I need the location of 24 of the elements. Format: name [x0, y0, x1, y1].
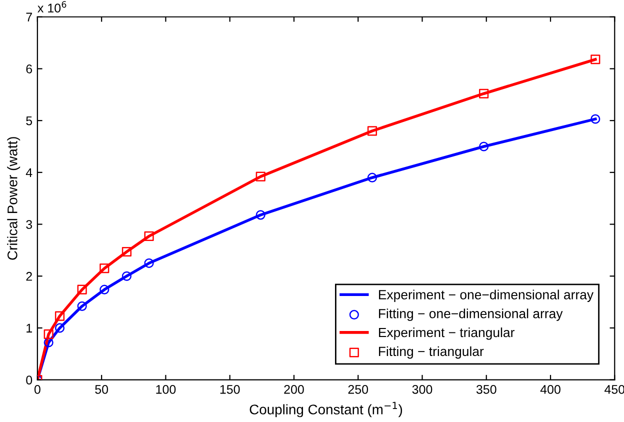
x-tick-label: 400 — [540, 384, 560, 394]
x-axis-title: Coupling Constant (m$^{−1}$) — [250, 402, 402, 418]
x-tick-label: 300 — [412, 384, 432, 394]
text: x 10$^{6}$ — [38, 1, 66, 12]
x-tick-label: 50 — [95, 384, 108, 394]
x-tick-label: 0 — [34, 384, 40, 394]
y-tick-label: 2 — [26, 272, 32, 281]
x-tick-label: 250 — [348, 384, 368, 394]
legend-label: Fitting − triangular — [378, 346, 484, 359]
legend-label: Experiment − one−dimensional array — [378, 290, 594, 302]
y-tick-label: 3 — [26, 220, 32, 229]
y-tick-label: 5 — [26, 116, 32, 126]
legend-label: Experiment − triangular — [378, 327, 514, 340]
y-tick-label: 4 — [26, 168, 32, 177]
y-tick-label: 6 — [26, 64, 32, 74]
x-tick-label: 350 — [476, 384, 496, 394]
y-tick-label: 1 — [26, 324, 32, 332]
x-tick-label: 150 — [220, 384, 240, 394]
x-tick-label: 100 — [156, 384, 176, 394]
y-tick-label: 0 — [26, 376, 32, 384]
legend-label: Fitting − one−dimensional array — [378, 308, 563, 321]
y-tick-label: 7 — [26, 12, 32, 22]
y-axis-title: Critical Power (watt) — [7, 137, 20, 260]
x-tick-label: 200 — [284, 384, 304, 394]
